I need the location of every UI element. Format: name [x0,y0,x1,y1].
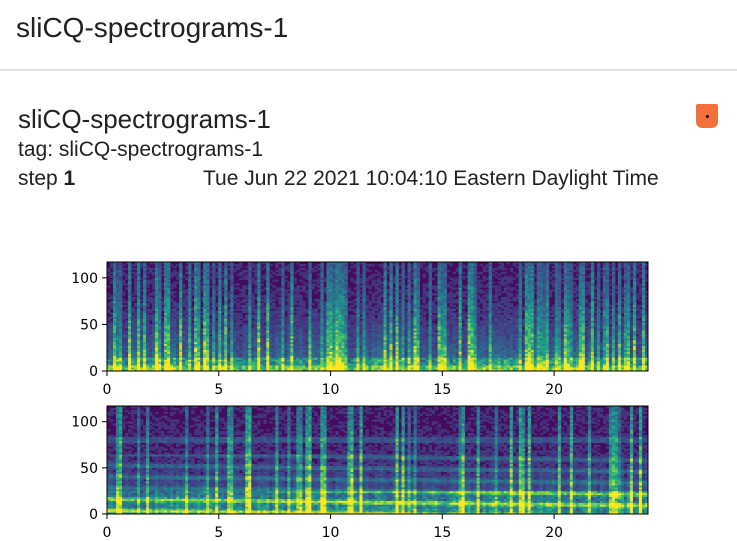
y-tick-label: 50 [80,461,98,477]
y-tick-label: 0 [89,364,98,380]
x-tick-label: 20 [545,525,563,541]
step-line: step 1 [18,167,75,191]
spectrogram-top: 0 5 10 15 20 0 50 100 [71,261,649,398]
step-label: step [18,167,64,190]
timestamp: Tue Jun 22 2021 10:04:10 Eastern Dayligh… [203,167,659,190]
y-tick-label: 100 [71,415,98,431]
x-tick-label: 10 [322,525,340,541]
x-tick-label: 0 [103,382,112,398]
y-tick-label: 50 [80,317,98,333]
card-title: sliCQ-spectrograms-1 [18,104,271,134]
x-tick-label: 15 [433,525,451,541]
x-tick-label: 20 [545,382,563,398]
y-tick-label: 0 [89,507,98,523]
x-tick-label: 5 [214,382,223,398]
run-color-badge[interactable] [696,104,718,128]
heatmap-cells [107,406,648,514]
spectrogram-figure: 0 5 10 15 20 0 50 100 0 5 10 15 20 0 50 100 [0,240,737,541]
axes-frame [106,261,649,372]
dot-icon [706,115,709,118]
y-tick-label: 100 [71,271,98,287]
figure-svg: 0 5 10 15 20 0 50 100 0 5 10 15 20 0 50 100 [71,261,649,541]
axes-frame [106,405,649,515]
x-tick-label: 5 [214,525,223,541]
spectrogram-bottom: 0 5 10 15 20 0 50 100 [71,405,649,541]
x-tick-label: 15 [433,382,451,398]
tag-line: tag: sliCQ-spectrograms-1 [18,138,264,161]
heatmap-cells [107,262,648,371]
x-tick-label: 10 [322,382,340,398]
app-header: sliCQ-spectrograms-1 [0,0,737,71]
x-tick-label: 0 [103,525,112,541]
step-value: 1 [63,167,76,190]
header-title: sliCQ-spectrograms-1 [16,12,289,43]
